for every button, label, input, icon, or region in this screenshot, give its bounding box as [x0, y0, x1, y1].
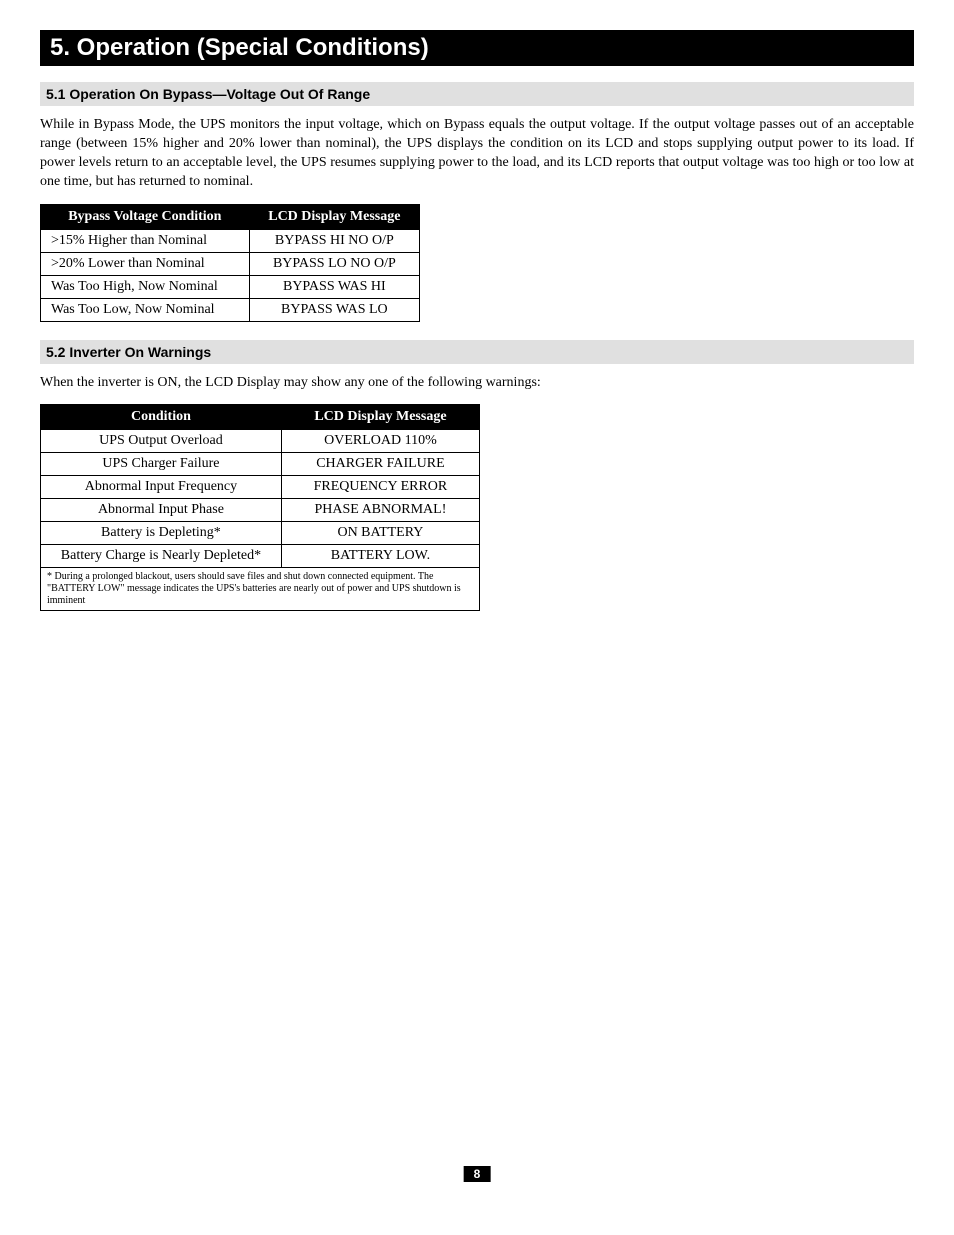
- table-cell: PHASE ABNORMAL!: [281, 499, 479, 522]
- table-header-cell: LCD Display Message: [249, 204, 419, 229]
- table-cell: BYPASS LO NO O/P: [249, 252, 419, 275]
- table-cell: >15% Higher than Nominal: [41, 229, 250, 252]
- page-number: 8: [464, 1166, 491, 1182]
- section-5-2-title: 5.2 Inverter On Warnings: [40, 340, 914, 364]
- table-cell: Abnormal Input Frequency: [41, 476, 282, 499]
- table-row: Battery is Depleting* ON BATTERY: [41, 522, 480, 545]
- table-footnote: * During a prolonged blackout, users sho…: [41, 568, 480, 611]
- table-cell: Abnormal Input Phase: [41, 499, 282, 522]
- chapter-title: 5. Operation (Special Conditions): [40, 30, 914, 66]
- table-cell: >20% Lower than Nominal: [41, 252, 250, 275]
- table-footnote-row: * During a prolonged blackout, users sho…: [41, 568, 480, 611]
- bypass-voltage-table: Bypass Voltage Condition LCD Display Mes…: [40, 204, 420, 322]
- table-header-cell: LCD Display Message: [281, 405, 479, 430]
- table-cell: Was Too Low, Now Nominal: [41, 298, 250, 321]
- table-header-row: Condition LCD Display Message: [41, 405, 480, 430]
- table-row: Battery Charge is Nearly Depleted* BATTE…: [41, 545, 480, 568]
- section-5-2-body: When the inverter is ON, the LCD Display…: [40, 374, 914, 393]
- table-cell: BYPASS HI NO O/P: [249, 229, 419, 252]
- table-cell: UPS Output Overload: [41, 430, 282, 453]
- inverter-warnings-table: Condition LCD Display Message UPS Output…: [40, 404, 480, 611]
- table-cell: UPS Charger Failure: [41, 453, 282, 476]
- table-row: Was Too Low, Now Nominal BYPASS WAS LO: [41, 298, 420, 321]
- table-row: UPS Charger Failure CHARGER FAILURE: [41, 453, 480, 476]
- table-row: Was Too High, Now Nominal BYPASS WAS HI: [41, 275, 420, 298]
- table-header-cell: Condition: [41, 405, 282, 430]
- table-cell: BYPASS WAS HI: [249, 275, 419, 298]
- section-5-1-body: While in Bypass Mode, the UPS monitors t…: [40, 116, 914, 192]
- table-cell: CHARGER FAILURE: [281, 453, 479, 476]
- manual-page: 5. Operation (Special Conditions) 5.1 Op…: [0, 0, 954, 1200]
- table-row: >20% Lower than Nominal BYPASS LO NO O/P: [41, 252, 420, 275]
- table-cell: Battery is Depleting*: [41, 522, 282, 545]
- table-cell: Battery Charge is Nearly Depleted*: [41, 545, 282, 568]
- table-cell: Was Too High, Now Nominal: [41, 275, 250, 298]
- table-cell: BATTERY LOW.: [281, 545, 479, 568]
- section-5-1-title: 5.1 Operation On Bypass—Voltage Out Of R…: [40, 82, 914, 106]
- table-cell: ON BATTERY: [281, 522, 479, 545]
- table-header-cell: Bypass Voltage Condition: [41, 204, 250, 229]
- table-row: >15% Higher than Nominal BYPASS HI NO O/…: [41, 229, 420, 252]
- table-row: Abnormal Input Frequency FREQUENCY ERROR: [41, 476, 480, 499]
- table-row: UPS Output Overload OVERLOAD 110%: [41, 430, 480, 453]
- table-row: Abnormal Input Phase PHASE ABNORMAL!: [41, 499, 480, 522]
- table-cell: FREQUENCY ERROR: [281, 476, 479, 499]
- table-header-row: Bypass Voltage Condition LCD Display Mes…: [41, 204, 420, 229]
- table-cell: BYPASS WAS LO: [249, 298, 419, 321]
- table-cell: OVERLOAD 110%: [281, 430, 479, 453]
